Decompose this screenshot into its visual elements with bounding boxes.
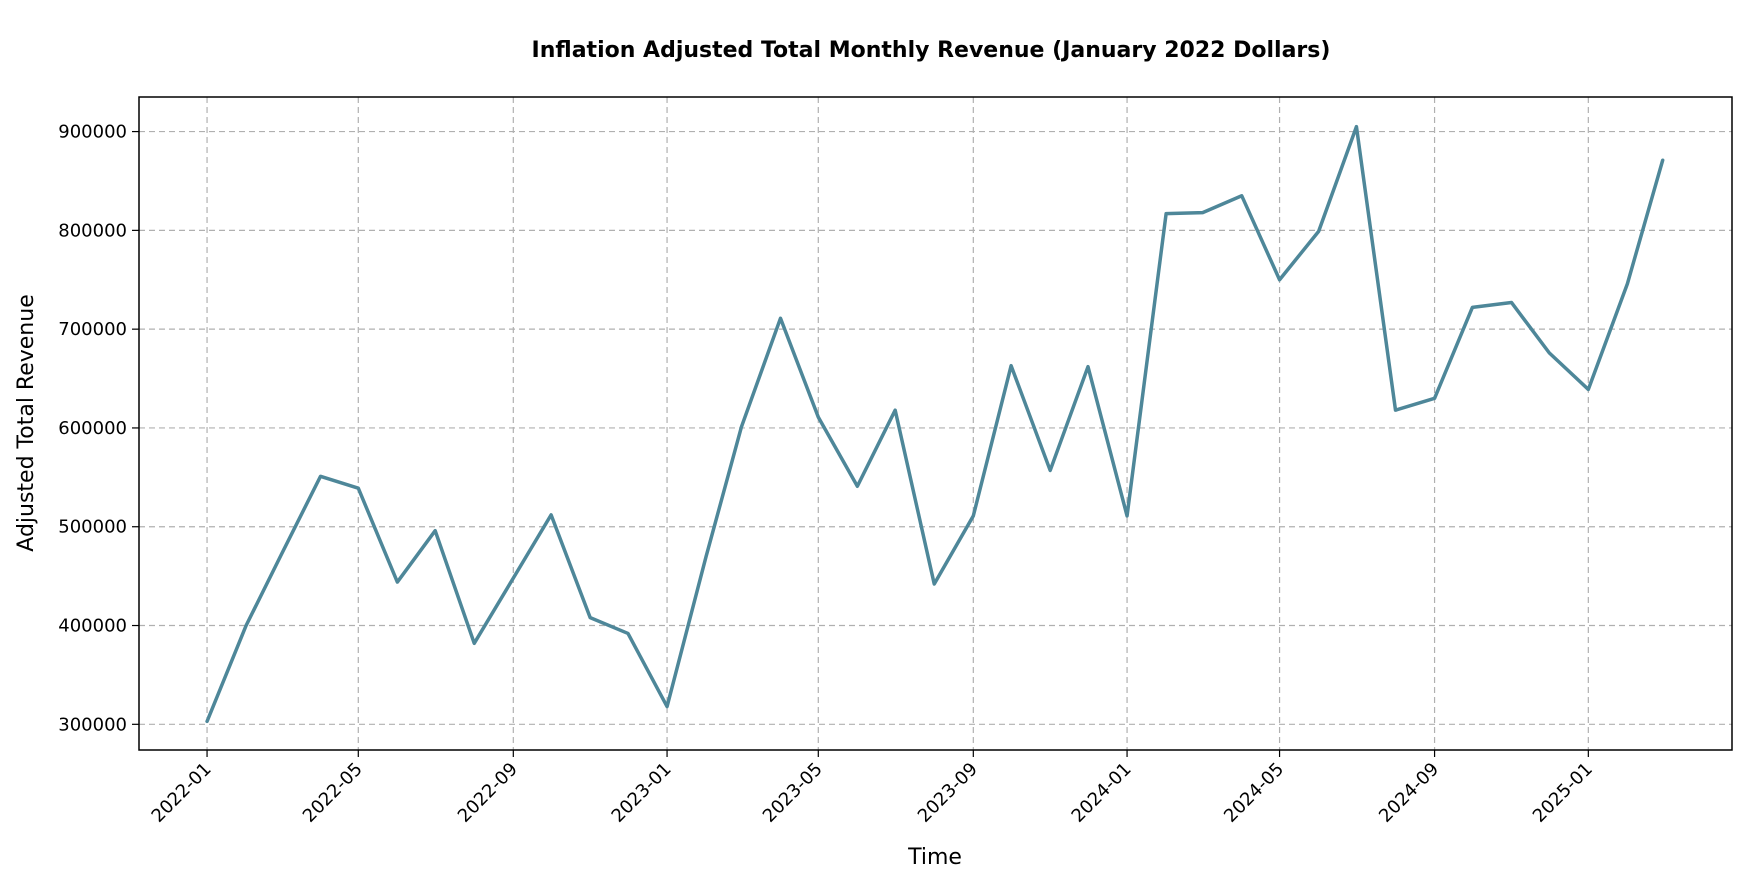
- x-tick-label: 2023-09: [914, 759, 982, 827]
- x-axis-ticks: 2022-01 2022-05 2022-09 2023-01 2023-05 2023-…: [148, 750, 1597, 827]
- revenue-series-line: [205, 124, 1665, 724]
- x-axis-label: Time: [907, 845, 962, 870]
- x-tick-label: 2022-01: [148, 759, 216, 827]
- y-tick-label: 900000: [58, 122, 127, 143]
- y-axis-ticks: 300000 400000 500000 600000 700000 800000 9000…: [58, 122, 139, 735]
- x-tick-label: 2025-01: [1529, 759, 1597, 827]
- x-tick-label: 2024-05: [1220, 759, 1288, 827]
- y-axis-label: Adjusted Total Revenue: [14, 294, 39, 551]
- plot-area-frame: [138, 96, 1733, 751]
- x-tick-label: 2024-09: [1375, 759, 1443, 827]
- grid: [139, 97, 1732, 750]
- x-tick-label: 2024-01: [1068, 759, 1136, 827]
- y-tick-label: 300000: [58, 714, 127, 735]
- x-tick-label: 2022-09: [454, 759, 522, 827]
- chart-title: Inflation Adjusted Total Monthly Revenue…: [532, 38, 1331, 63]
- x-tick-label: 2023-05: [759, 759, 827, 827]
- x-tick-label: 2023-01: [608, 759, 676, 827]
- y-tick-label: 500000: [58, 517, 127, 538]
- y-tick-label: 400000: [58, 616, 127, 637]
- x-tick-label: 2022-05: [299, 759, 367, 827]
- y-tick-label: 700000: [58, 319, 127, 340]
- y-tick-label: 600000: [58, 418, 127, 439]
- y-tick-label: 800000: [58, 220, 127, 241]
